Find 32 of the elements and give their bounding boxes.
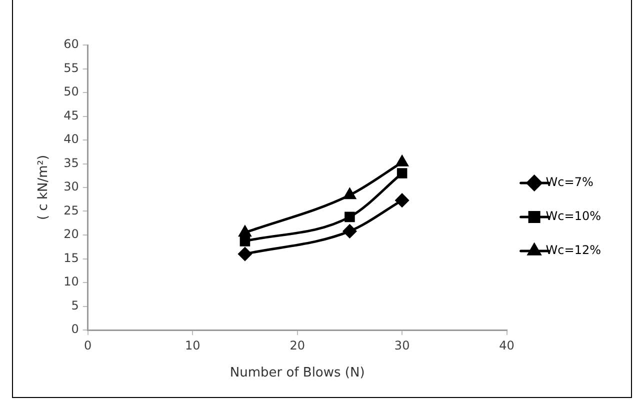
y-tick-label: 0: [71, 322, 79, 336]
x-axis-title: Number of Blows (N): [230, 366, 365, 381]
y-tick-label: 45: [64, 108, 79, 122]
legend-label: Wc=7%: [546, 175, 594, 190]
y-tick-label: 50: [64, 84, 79, 99]
point: [240, 236, 250, 246]
point: [238, 226, 251, 237]
point: [396, 156, 408, 166]
point: [395, 194, 409, 208]
y-tick-label: 10: [64, 274, 79, 289]
y-tick-label: 35: [64, 156, 79, 170]
y-tick-label: 20: [64, 227, 79, 242]
y-tick-label: 40: [64, 132, 79, 146]
x-tick-label: 10: [184, 338, 200, 352]
y-tick-label: 5: [71, 298, 79, 312]
legend-label: Wc=12%: [546, 243, 602, 258]
y-tick-label: 30: [64, 180, 79, 194]
point: [342, 224, 356, 238]
y-axis-title: ( c kN/m²): [36, 154, 52, 220]
y-tick-label: 15: [64, 250, 79, 265]
x-tick-label: 30: [394, 338, 410, 352]
y-tick-label: 60: [64, 37, 79, 52]
x-tick-label: 0: [84, 338, 92, 352]
legend-label: Wc=10%: [546, 209, 602, 224]
y-tick-label: 55: [64, 60, 79, 75]
point: [344, 188, 356, 200]
point: [238, 247, 252, 261]
point: [344, 212, 355, 222]
y-tick-label: 25: [64, 203, 79, 218]
point: [396, 168, 408, 178]
x-tick-label: 40: [499, 338, 514, 352]
x-tick-label: 20: [290, 338, 305, 352]
